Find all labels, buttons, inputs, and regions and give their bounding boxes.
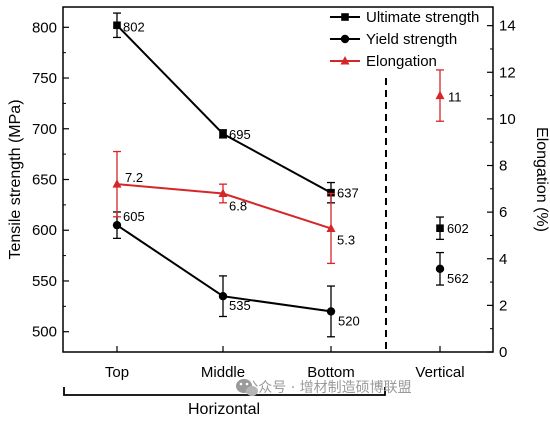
left-axis-tick-label: 500 — [32, 324, 57, 341]
group-label: Horizontal — [188, 401, 260, 418]
elongation-point — [326, 223, 336, 232]
ultimate-strength-data-label: 637 — [337, 186, 359, 201]
x-axis-tick-label: Bottom — [307, 364, 355, 381]
legend-label-elongation: Elongation — [366, 53, 437, 70]
ultimate-strength-line — [116, 24, 332, 194]
right-axis-tick-label: 0 — [499, 344, 507, 361]
series-group: 802 695 637 602 605 535 520 562 7.2 6.8 5.3 11 — [112, 12, 469, 338]
yield-strength-data-label: 535 — [229, 298, 251, 313]
right-axis-tick-label: 10 — [499, 111, 516, 128]
yield-strength-data-label: 520 — [338, 313, 360, 328]
legend-label-yield-strength: Yield strength — [366, 31, 457, 48]
yield-strength-point — [218, 291, 228, 301]
group-bracket — [63, 387, 386, 396]
elongation-data-label: 5.3 — [337, 232, 355, 247]
elongation-data-label: 7.2 — [125, 170, 143, 185]
x-axis-tick-label: Middle — [201, 364, 245, 381]
right-axis-tick-label: 12 — [499, 64, 516, 81]
ultimate-strength-data-label: 602 — [447, 221, 469, 236]
left-axis-tick-label: 550 — [32, 273, 57, 290]
left-axis-tick-label: 800 — [32, 19, 57, 36]
right-axis-tick-label: 8 — [499, 158, 507, 175]
elongation-point — [112, 179, 122, 188]
right-axis-title: Elongation (%) — [533, 127, 550, 232]
annotations-group: 公众号 · 增材制造硕博联盟 — [236, 379, 412, 396]
legend-label-ultimate-strength: Ultimate strength — [366, 9, 479, 26]
left-axis-tick-label: 650 — [32, 172, 57, 189]
yield-strength-point — [435, 264, 445, 273]
elongation-point — [218, 188, 228, 197]
ultimate-strength-point — [113, 21, 121, 30]
left-axis-tick-label: 600 — [32, 222, 57, 239]
yield-strength-point — [326, 307, 336, 316]
left-axis-tick-label: 700 — [32, 121, 57, 138]
elongation-data-label: 11 — [448, 90, 462, 105]
watermark-text: 公众号 · 增材制造硕博联盟 — [244, 379, 411, 396]
right-axis-tick-label: 4 — [499, 251, 507, 268]
legend-marker-ultimate-strength — [341, 13, 349, 21]
x-axis-tick-label: Vertical — [415, 364, 464, 381]
ultimate-strength-point — [219, 130, 227, 138]
wechat-icon — [236, 379, 258, 396]
right-axis-tick-label: 14 — [499, 18, 516, 35]
axes-group: 500 550 600 650 700 750 800 0 2 4 6 8 10 12 14 Top Middl… — [7, 6, 550, 418]
elongation-point — [435, 90, 445, 100]
legend-marker-yield-strength — [340, 34, 350, 44]
left-axis-tick-label: 750 — [32, 70, 57, 87]
ultimate-strength-data-label: 695 — [229, 127, 251, 142]
left-axis-title: Tensile strength (MPa) — [7, 99, 24, 259]
ultimate-strength-point — [327, 188, 335, 197]
legend: Ultimate strength Yield strength Elongatio… — [330, 9, 479, 70]
elongation-data-label: 6.8 — [229, 198, 247, 213]
ultimate-strength-point — [436, 224, 444, 233]
yield-strength-data-label: 562 — [447, 271, 469, 286]
right-axis-tick-label: 6 — [499, 204, 507, 221]
yield-strength-data-label: 605 — [123, 209, 145, 224]
legend-marker-elongation — [340, 56, 350, 65]
yield-strength-point — [112, 220, 122, 230]
ultimate-strength-data-label: 802 — [123, 19, 145, 34]
x-axis-tick-label: Top — [105, 364, 129, 381]
right-axis-tick-label: 2 — [499, 297, 507, 314]
